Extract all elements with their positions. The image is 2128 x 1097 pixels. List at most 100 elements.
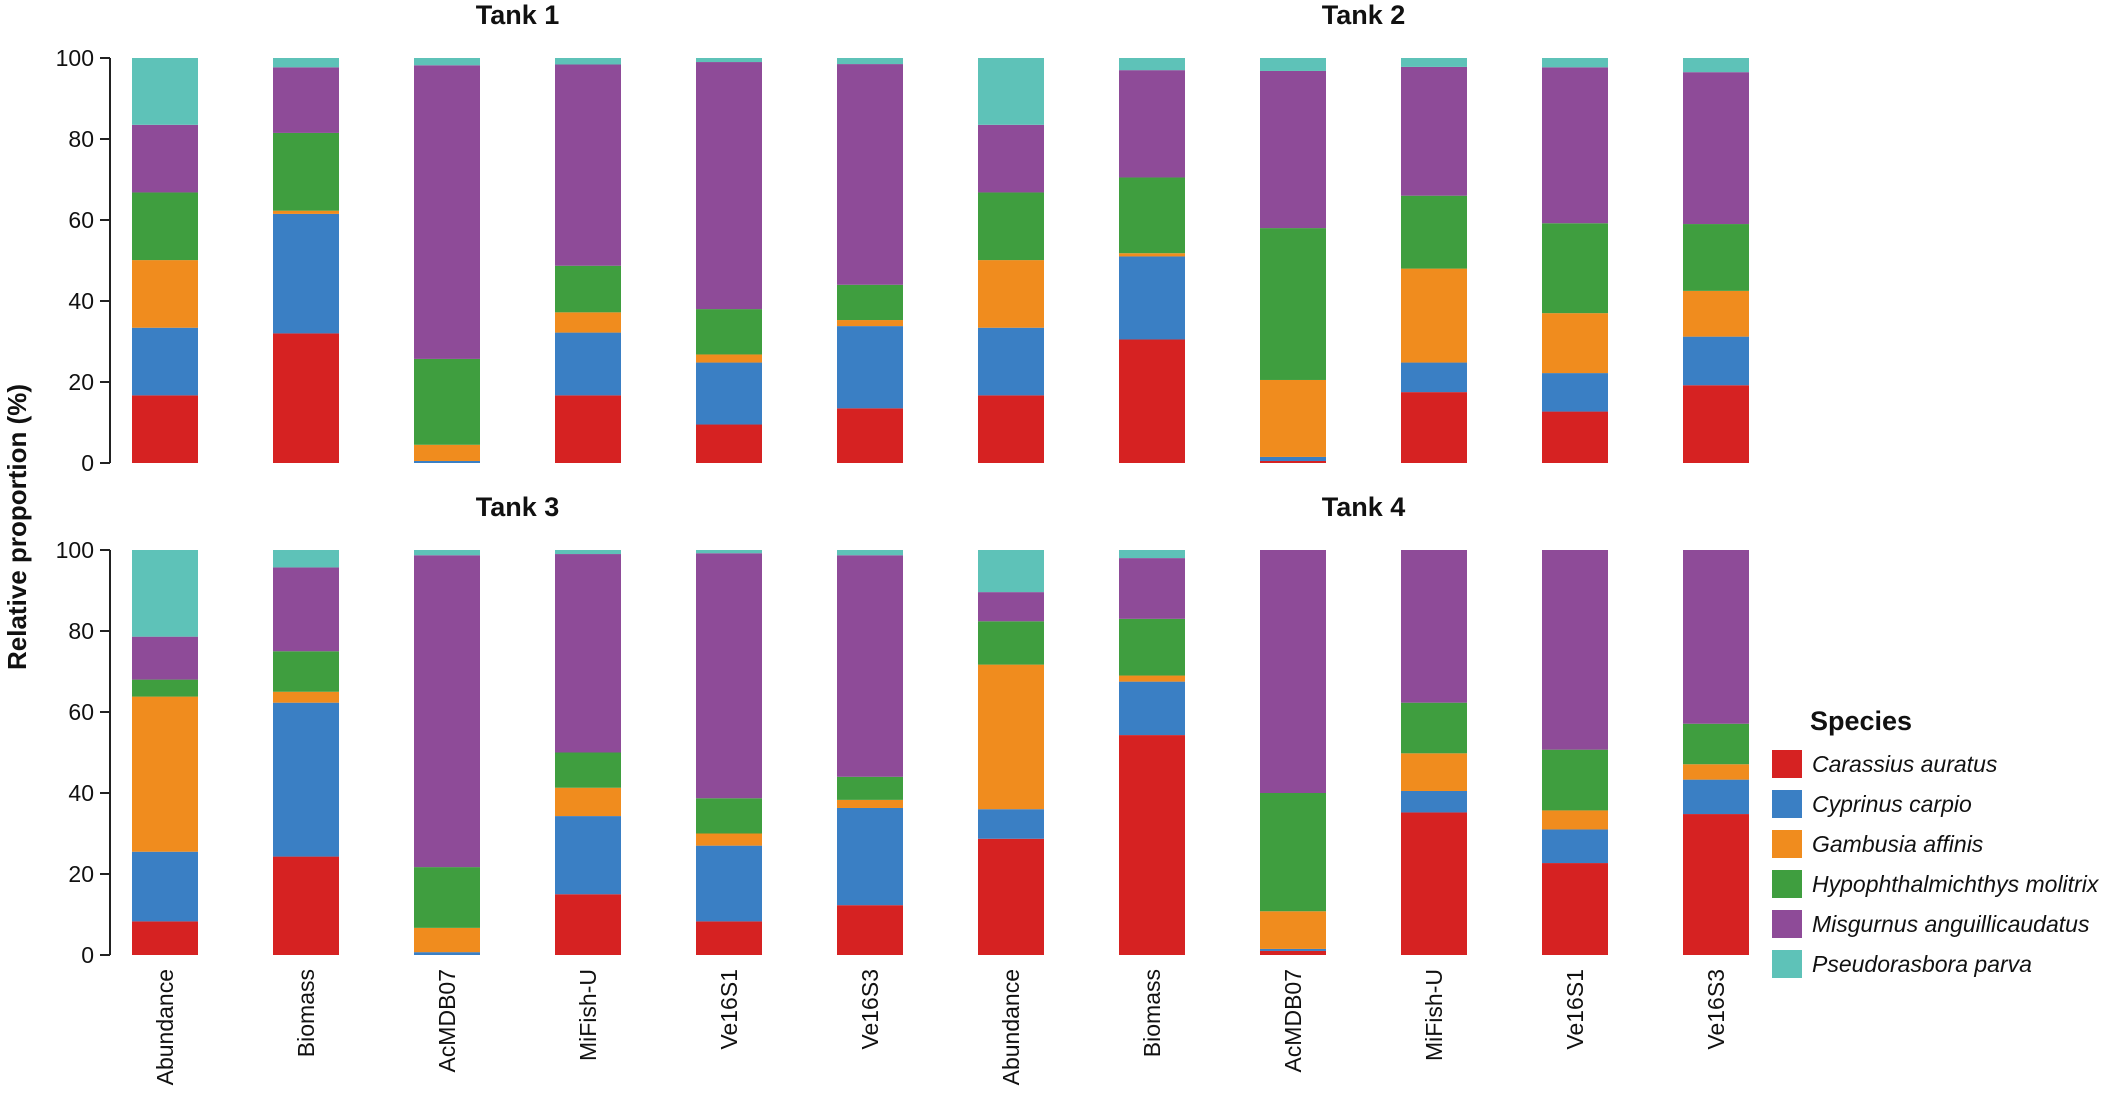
bar-segment bbox=[1401, 790, 1467, 813]
x-tick-label: Biomass bbox=[1139, 969, 1165, 1057]
bar-segment bbox=[1260, 950, 1326, 955]
bar-biomass bbox=[1119, 58, 1185, 463]
bar-segment bbox=[273, 702, 339, 857]
bar-segment bbox=[1260, 793, 1326, 912]
bar-segment bbox=[1542, 223, 1608, 314]
bar-segment bbox=[273, 58, 339, 68]
bar-segment bbox=[555, 894, 621, 955]
y-tick-label: 60 bbox=[68, 207, 94, 233]
bar-segment bbox=[414, 58, 480, 66]
bar-segment bbox=[978, 621, 1044, 665]
bar-segment bbox=[1542, 58, 1608, 68]
x-tick-label: MiFish-U bbox=[1421, 969, 1447, 1061]
bar-segment bbox=[696, 833, 762, 846]
bar-segment bbox=[555, 265, 621, 313]
bar-segment bbox=[414, 460, 480, 463]
bar-segment bbox=[978, 592, 1044, 622]
bar-segment bbox=[555, 312, 621, 333]
bar-segment bbox=[1119, 177, 1185, 254]
bar-segment bbox=[978, 395, 1044, 463]
bar-segment bbox=[132, 679, 198, 697]
bar-segment bbox=[696, 354, 762, 363]
bar-segment bbox=[1260, 550, 1326, 793]
panel-3: Tank 3 0 20 40 60 80 100 Abundance Biomass AcMDB0… bbox=[56, 492, 903, 1085]
legend-swatch bbox=[1772, 950, 1802, 978]
bar-segment bbox=[555, 58, 621, 65]
bar-segment bbox=[696, 845, 762, 922]
bar-segment bbox=[837, 284, 903, 321]
bar-segment bbox=[414, 65, 480, 359]
y-tick-label: 20 bbox=[68, 369, 94, 395]
x-tick-label: Abundance bbox=[998, 969, 1024, 1085]
bar-segment bbox=[273, 333, 339, 463]
bar-mifish-u bbox=[555, 550, 621, 955]
bar-segment bbox=[1119, 70, 1185, 178]
x-tick-label: Ve16S1 bbox=[1562, 969, 1588, 1050]
bar-segment bbox=[1260, 228, 1326, 380]
legend-item: Pseudorasbora parva bbox=[1772, 950, 2032, 978]
x-tick-label: Ve16S3 bbox=[1703, 969, 1729, 1050]
bar-segment bbox=[132, 260, 198, 328]
bar-segment bbox=[273, 651, 339, 692]
bar-segment bbox=[1542, 550, 1608, 750]
bar-segment bbox=[1683, 336, 1749, 386]
bar-segment bbox=[414, 952, 480, 955]
bar-abundance bbox=[978, 550, 1044, 955]
bar-segment bbox=[414, 444, 480, 461]
bar-ve16s3 bbox=[1683, 58, 1749, 463]
bar-segment bbox=[1119, 675, 1185, 682]
chart-panels: Tank 1 0 20 40 60 80 100 Tank 2 Tank 3 0 20 40 60 80 1… bbox=[56, 0, 1749, 1085]
bar-segment bbox=[696, 62, 762, 310]
bar-segment bbox=[1683, 814, 1749, 955]
bar-segment bbox=[1260, 456, 1326, 461]
bar-biomass bbox=[1119, 550, 1185, 955]
bar-segment bbox=[1683, 290, 1749, 337]
bar-segment bbox=[1119, 339, 1185, 463]
y-tick-label: 40 bbox=[68, 780, 94, 806]
legend-swatch bbox=[1772, 910, 1802, 938]
bar-ve16s1 bbox=[1542, 550, 1608, 955]
y-tick-label: 80 bbox=[68, 618, 94, 644]
bar-segment bbox=[273, 691, 339, 703]
bar-segment bbox=[555, 64, 621, 266]
bar-segment bbox=[978, 58, 1044, 125]
bar-segment bbox=[1401, 702, 1467, 754]
bar-segment bbox=[1542, 810, 1608, 830]
panel-title: Tank 4 bbox=[1322, 492, 1406, 522]
bar-segment bbox=[978, 327, 1044, 396]
bar-segment bbox=[1401, 66, 1467, 196]
bar-segment bbox=[414, 550, 480, 556]
bar-segment bbox=[414, 867, 480, 928]
legend-label: Cyprinus carpio bbox=[1812, 791, 1972, 817]
bar-segment bbox=[837, 807, 903, 906]
y-tick-label: 80 bbox=[68, 126, 94, 152]
bar-ve16s1 bbox=[1542, 58, 1608, 463]
bar-segment bbox=[132, 550, 198, 637]
bar-segment bbox=[696, 58, 762, 63]
bar-segment bbox=[1542, 313, 1608, 374]
bar-segment bbox=[1683, 224, 1749, 291]
legend-swatch bbox=[1772, 870, 1802, 898]
bar-segment bbox=[414, 927, 480, 953]
bar-segment bbox=[978, 664, 1044, 810]
x-tick-label: AcMDB07 bbox=[1280, 969, 1306, 1073]
x-tick-label: Ve16S1 bbox=[716, 969, 742, 1050]
legend-title: Species bbox=[1810, 706, 1912, 736]
bar-segment bbox=[837, 555, 903, 777]
panel-title: Tank 2 bbox=[1322, 0, 1406, 30]
bar-biomass bbox=[273, 550, 339, 955]
bar-segment bbox=[1542, 373, 1608, 412]
bar-segment bbox=[273, 210, 339, 214]
panel-4: Tank 4 Abundance Biomass AcMDB07 MiFish-U Ve1… bbox=[978, 492, 1749, 1085]
bar-segment bbox=[1683, 550, 1749, 724]
y-tick-label: 60 bbox=[68, 699, 94, 725]
bar-mifish-u bbox=[555, 58, 621, 463]
x-tick-label: Ve16S3 bbox=[857, 969, 883, 1050]
bar-segment bbox=[1260, 911, 1326, 949]
bar-segment bbox=[1119, 253, 1185, 257]
bar-segment bbox=[1683, 385, 1749, 463]
bar-segment bbox=[555, 752, 621, 788]
bar-segment bbox=[696, 362, 762, 425]
bar-segment bbox=[132, 636, 198, 680]
